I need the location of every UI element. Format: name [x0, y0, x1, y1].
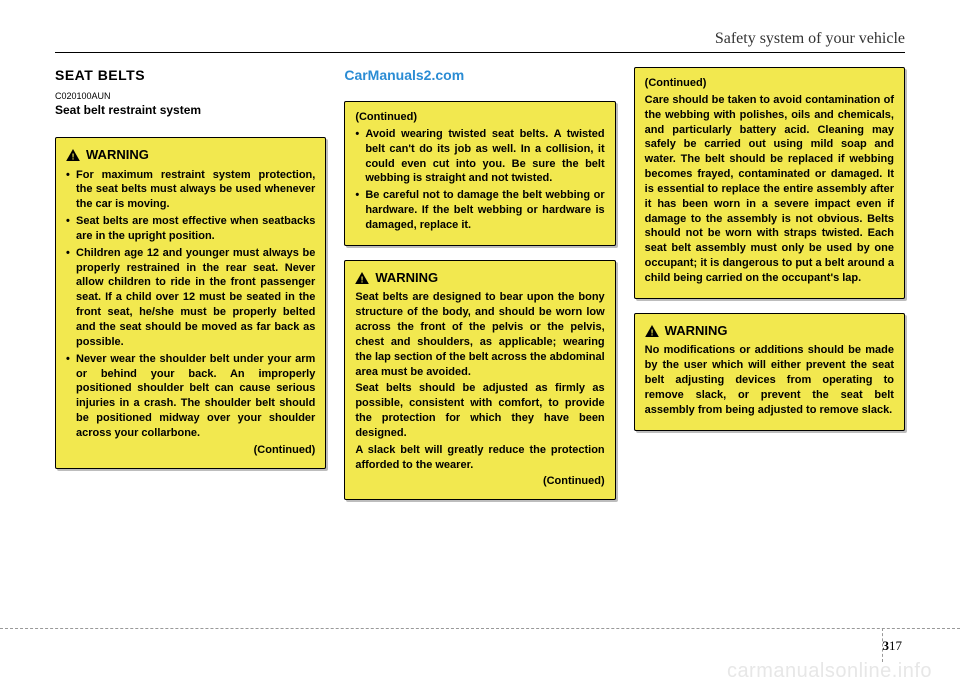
content-columns: SEAT BELTS C020100AUN Seat belt restrain…	[55, 67, 905, 500]
warning-label: WARNING	[86, 146, 149, 164]
svg-text:!: !	[72, 151, 75, 161]
warning-box-1: ! WARNING For maximum restraint system p…	[55, 137, 326, 469]
warning-heading: ! WARNING	[355, 269, 604, 287]
warning-bullet-list: Avoid wearing twisted seat belts. A twis…	[355, 127, 604, 233]
page-number: 317	[883, 638, 903, 654]
manual-page: Safety system of your vehicle SEAT BELTS…	[55, 30, 905, 500]
continued-label: (Continued)	[645, 76, 894, 91]
warning-bullet: For maximum restraint system protection,…	[66, 168, 315, 213]
page-number-value: 17	[889, 638, 902, 653]
warning-label: WARNING	[665, 322, 728, 340]
section-title: SEAT BELTS	[55, 67, 326, 83]
continued-label: (Continued)	[355, 110, 604, 125]
continued-label: (Continued)	[66, 443, 315, 458]
watermark-bottom: carmanualsonline.info	[727, 660, 932, 683]
warning-label: WARNING	[375, 269, 438, 287]
warning-box-2a: (Continued) Avoid wearing twisted seat b…	[344, 101, 615, 246]
warning-paragraph: Care should be taken to avoid contaminat…	[645, 93, 894, 286]
section-subtitle: Seat belt restraint system	[55, 103, 326, 117]
svg-text:!: !	[650, 327, 653, 337]
warning-paragraph: Seat belts are designed to bear upon the…	[355, 290, 604, 379]
warning-bullet: Seat belts are most effective when seatb…	[66, 214, 315, 244]
warning-paragraph: A slack belt will greatly reduce the pro…	[355, 443, 604, 473]
warning-box-2b: ! WARNING Seat belts are designed to bea…	[344, 260, 615, 501]
page-header: Safety system of your vehicle	[55, 30, 905, 53]
column-3: (Continued) Care should be taken to avoi…	[634, 67, 905, 500]
warning-paragraph: Seat belts should be adjusted as firmly …	[355, 381, 604, 440]
svg-text:!: !	[361, 274, 364, 284]
warning-triangle-icon: !	[66, 149, 80, 161]
warning-box-3b: ! WARNING No modifications or additions …	[634, 313, 905, 431]
warning-triangle-icon: !	[355, 272, 369, 284]
warning-triangle-icon: !	[645, 325, 659, 337]
warning-heading: ! WARNING	[645, 322, 894, 340]
column-2: CarManuals2.com (Continued) Avoid wearin…	[344, 67, 615, 500]
section-heading-block: SEAT BELTS C020100AUN Seat belt restrain…	[55, 67, 326, 123]
section-code: C020100AUN	[55, 91, 326, 101]
warning-bullet: Never wear the shoulder belt under your …	[66, 352, 315, 441]
warning-box-3a: (Continued) Care should be taken to avoi…	[634, 67, 905, 299]
column-1: SEAT BELTS C020100AUN Seat belt restrain…	[55, 67, 326, 500]
trim-line-horizontal	[0, 628, 960, 629]
warning-bullet: Avoid wearing twisted seat belts. A twis…	[355, 127, 604, 186]
warning-bullet: Children age 12 and younger must always …	[66, 246, 315, 350]
warning-paragraph: No modifications or additions should be …	[645, 343, 894, 417]
watermark-top: CarManuals2.com	[344, 67, 615, 87]
warning-bullet: Be careful not to damage the belt webbin…	[355, 188, 604, 233]
warning-heading: ! WARNING	[66, 146, 315, 164]
warning-bullet-list: For maximum restraint system protection,…	[66, 168, 315, 441]
continued-label: (Continued)	[355, 474, 604, 489]
